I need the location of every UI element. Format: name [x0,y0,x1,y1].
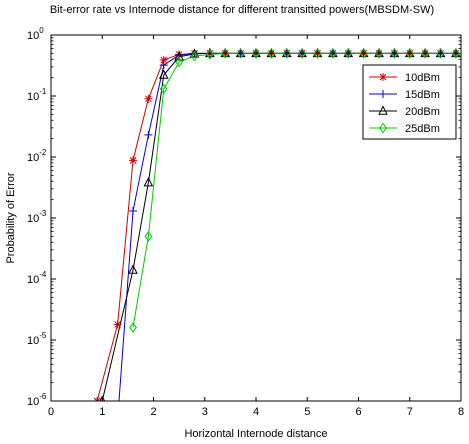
data-point-25dbm [175,56,183,68]
data-point-25dbm [436,48,445,59]
data-point-20dbm [358,47,369,58]
legend-label-20dbm: 20dBm [405,106,440,118]
data-point-25dbm [159,83,168,95]
x-tick-label: 4 [253,406,259,418]
legend-marker-10dbm [379,73,387,81]
data-point-20dbm [343,47,354,58]
data-point-20dbm [235,47,246,58]
data-point-20dbm [420,47,430,58]
data-point-20dbm [189,48,200,58]
legend-marker-20dbm [378,105,388,115]
data-point-25dbm [359,48,368,59]
y-tick-label: 10-1 [27,87,47,103]
data-point-10dbm [159,55,168,64]
x-tick-label: 7 [407,406,413,418]
data-point-25dbm [282,48,291,59]
data-point-25dbm [375,48,383,59]
data-point-25dbm [390,48,399,59]
x-tick-label: 0 [48,406,54,418]
chart-title: Bit-error rate vs Internode distance for… [50,4,434,16]
data-point-20dbm [143,177,154,187]
legend: 10dBm 15dBm 20dBm 25dBm [362,64,457,140]
data-point-15dbm [144,130,153,139]
y-axis-label: Probability of Error [5,172,17,263]
data-point-25dbm [405,48,414,59]
legend-marker-15dbm [379,90,387,98]
data-point-20dbm [297,47,307,58]
data-point-25dbm [313,48,322,59]
data-point-20dbm [174,51,184,61]
data-point-20dbm [281,47,292,58]
data-point-20dbm [435,47,446,58]
data-point-25dbm [206,49,214,60]
data-point-25dbm [329,48,337,59]
data-point-20dbm [99,395,106,401]
data-point-20dbm [220,47,231,58]
data-point-15dbm [159,61,168,70]
data-point-20dbm [128,264,138,274]
data-point-25dbm [452,48,460,59]
data-point-25dbm [129,322,137,333]
data-point-25dbm [144,231,153,242]
data-point-25dbm [236,48,245,59]
data-point-20dbm [374,47,384,58]
series-line-25dbm [132,52,456,328]
legend-label-10dbm: 10dBm [405,72,440,84]
data-point-20dbm [451,47,461,58]
x-tick-label: 2 [150,406,156,418]
data-point-20dbm [389,47,400,58]
series-markers [93,47,461,423]
x-tick-label: 3 [202,406,208,418]
legend-label-15dbm: 15dBm [405,89,440,101]
y-tick-label: 10-5 [27,331,47,347]
data-point-10dbm [129,156,137,165]
data-point-10dbm [113,320,122,329]
data-point-25dbm [344,48,353,59]
data-point-15dbm [114,415,122,423]
legend-marker-25dbm [379,122,387,134]
data-point-20dbm [266,47,277,58]
x-tick-label: 6 [355,406,361,418]
data-point-25dbm [190,50,199,62]
x-tick-label: 1 [99,406,105,418]
x-tick-label: 5 [304,406,310,418]
legend-label-25dbm: 25dBm [405,123,440,135]
data-point-10dbm [144,94,153,103]
y-tick-label: 10-4 [27,270,47,286]
data-point-20dbm [312,47,323,58]
y-tick-labels: 10-6 10-5 10-4 10-3 10-2 10-1 100 [27,26,47,408]
data-point-25dbm [252,48,260,59]
x-tick-label: 8 [458,406,464,418]
data-point-20dbm [404,47,415,58]
x-axis-label: Horizontal Internode distance [184,428,327,440]
y-tick-label: 10-2 [27,148,47,164]
data-point-15dbm [190,49,199,58]
plot-frame [50,34,462,402]
y-tick-label: 100 [27,26,44,42]
data-point-25dbm [221,48,230,59]
y-tick-label: 10-3 [27,209,47,225]
data-point-25dbm [267,48,276,59]
data-point-15dbm [129,207,137,216]
data-point-25dbm [298,48,306,59]
data-point-25dbm [421,48,429,59]
y-tick-label: 10-6 [27,392,47,408]
data-point-20dbm [158,69,169,79]
data-point-20dbm [328,47,338,58]
data-point-20dbm [251,47,261,58]
x-tick-labels: 0 1 2 3 4 5 6 7 8 [48,406,464,418]
